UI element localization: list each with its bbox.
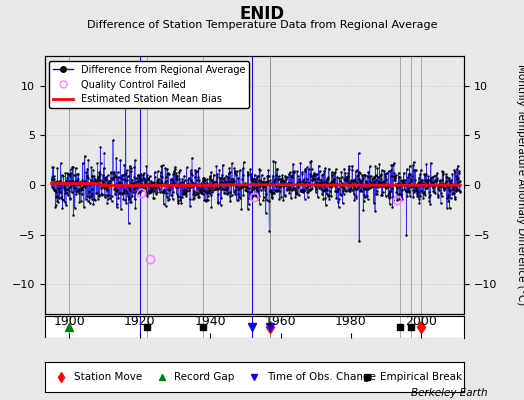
Legend: Difference from Regional Average, Quality Control Failed, Estimated Station Mean: Difference from Regional Average, Qualit… bbox=[49, 61, 249, 108]
Text: Station Move: Station Move bbox=[74, 372, 142, 382]
Text: Berkeley Earth: Berkeley Earth bbox=[411, 388, 487, 398]
Text: Record Gap: Record Gap bbox=[174, 372, 235, 382]
Text: Empirical Break: Empirical Break bbox=[380, 372, 462, 382]
Text: Difference of Station Temperature Data from Regional Average: Difference of Station Temperature Data f… bbox=[87, 20, 437, 30]
Y-axis label: Monthly Temperature Anomaly Difference (°C): Monthly Temperature Anomaly Difference (… bbox=[516, 64, 524, 306]
Text: ENID: ENID bbox=[239, 5, 285, 23]
Text: Time of Obs. Change: Time of Obs. Change bbox=[267, 372, 376, 382]
